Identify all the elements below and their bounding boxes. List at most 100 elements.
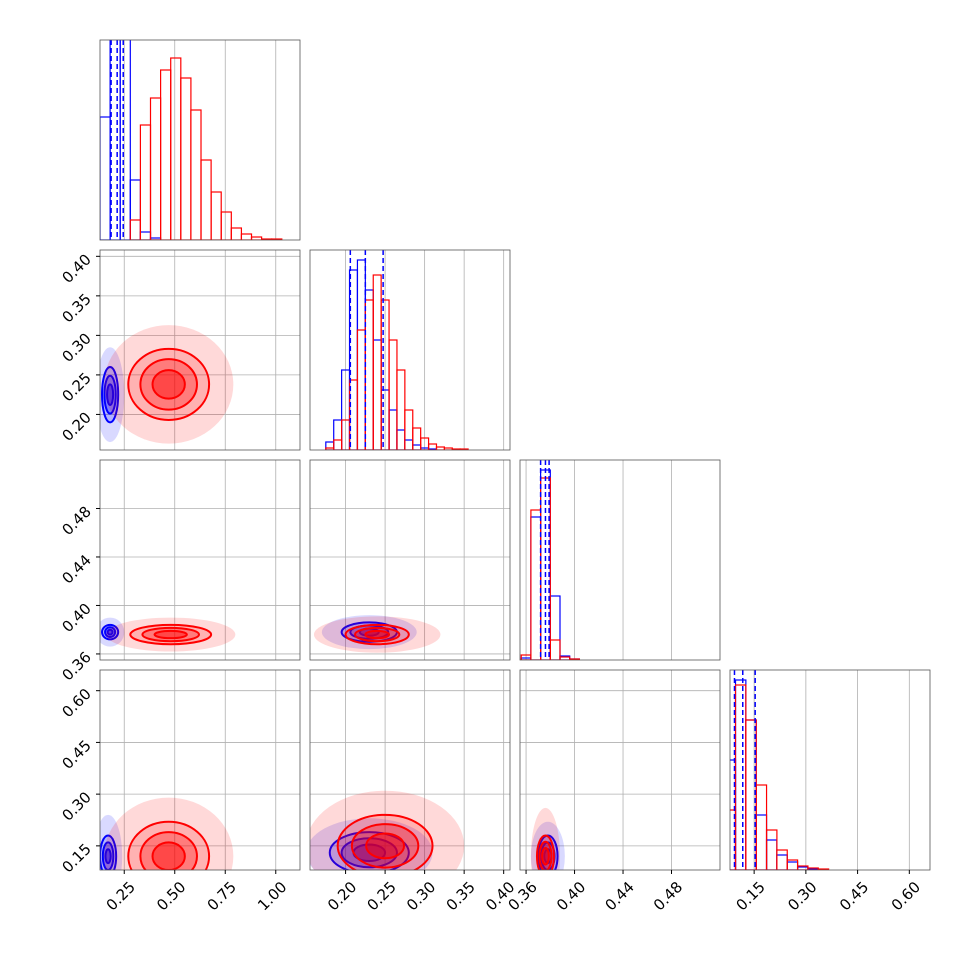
panel-frame [519, 459, 721, 661]
contour [139, 831, 198, 870]
x-tick-label: 0.60 [888, 878, 924, 914]
histogram-bin [786, 861, 799, 870]
histogram-bin [435, 446, 445, 450]
panel-frame [309, 459, 511, 661]
histogram-bin [530, 516, 542, 660]
contour [104, 848, 112, 865]
histogram-bin [364, 299, 374, 450]
pair-panel [100, 670, 300, 870]
y-tick-label: 0.44 [58, 551, 94, 587]
x-tick-label: 0.35 [443, 878, 479, 914]
y-tick-label: 0.40 [58, 250, 94, 286]
scatter-cloud [106, 617, 236, 652]
y-tick-label: 0.30 [58, 788, 94, 824]
x-tick-label: 0.25 [103, 878, 139, 914]
histogram-bin [100, 116, 111, 240]
histogram-bin [129, 179, 142, 240]
histogram-bin [817, 868, 830, 870]
scatter-cloud [104, 797, 234, 870]
panel-frame [99, 249, 301, 451]
x-tick-label: 0.40 [553, 878, 589, 914]
histogram-bin [388, 339, 398, 450]
histogram-bin [396, 369, 406, 450]
histogram-bin [356, 259, 366, 450]
pair-panel [100, 460, 300, 660]
histogram-bin [459, 448, 469, 450]
x-tick-label: 1.00 [254, 878, 290, 914]
histogram-bin [412, 444, 422, 450]
x-tick-label: 0.45 [836, 878, 872, 914]
panel-frame [99, 669, 301, 871]
histogram-bin [333, 419, 343, 450]
pair-panel [100, 250, 300, 450]
scatter-cloud [313, 616, 441, 653]
x-tick-label: 0.15 [733, 878, 769, 914]
panel-frame [309, 249, 511, 451]
x-tick-label: 0.20 [324, 878, 360, 914]
pair-panel [310, 460, 510, 660]
histogram-bin [200, 159, 212, 240]
scatter-cloud [310, 790, 465, 870]
scatter-cloud [104, 325, 234, 444]
contour [541, 846, 550, 866]
contour [106, 628, 114, 636]
histogram-bin [765, 839, 778, 870]
contour [139, 358, 198, 411]
contour [106, 383, 115, 406]
y-tick-label: 0.30 [58, 329, 94, 365]
histogram-bin [755, 784, 768, 870]
histogram-bin [786, 859, 799, 870]
y-tick-label: 0.36 [58, 648, 94, 684]
contour [127, 820, 211, 870]
histogram-bin [765, 829, 778, 870]
histogram-panel [520, 460, 672, 660]
x-tick-label: 0.30 [403, 878, 439, 914]
histogram-bin [530, 509, 542, 660]
histogram-bin [796, 865, 809, 870]
contour [104, 626, 117, 638]
histogram-bin [220, 211, 232, 240]
x-tick-label: 0.75 [204, 878, 240, 914]
panel-frame [519, 669, 721, 871]
x-tick-label: 0.25 [363, 878, 399, 914]
x-tick-label: 0.48 [650, 878, 686, 914]
contour [365, 832, 406, 860]
histogram-bin [404, 439, 414, 450]
histogram-bin [388, 409, 398, 450]
contour [354, 626, 401, 643]
histogram-bin [139, 231, 152, 240]
contour [364, 629, 391, 640]
histogram-bin [333, 439, 343, 450]
panel-frame [99, 459, 301, 661]
histogram-bin [776, 849, 788, 870]
histogram-bin [190, 109, 202, 240]
contour [336, 813, 434, 870]
x-tick-label: 0.50 [153, 878, 189, 914]
histogram-bin [271, 238, 283, 240]
y-tick-label: 0.35 [58, 290, 94, 326]
contour [350, 823, 420, 869]
histogram-bin [210, 191, 222, 240]
contour [153, 629, 188, 640]
y-tick-label: 0.45 [58, 737, 94, 773]
histogram-bin [396, 429, 406, 450]
contour [141, 626, 200, 643]
histogram-bin [230, 227, 243, 240]
histogram-bin [160, 69, 172, 240]
histogram-bin [356, 329, 366, 450]
x-tick-label: 0.30 [784, 878, 820, 914]
y-tick-label: 0.15 [58, 840, 94, 876]
histogram-bin [250, 236, 263, 240]
histogram-bin [559, 656, 571, 660]
y-tick-label: 0.60 [58, 685, 94, 721]
contour [151, 841, 186, 870]
panel-frame [309, 669, 511, 871]
y-tick-label: 0.25 [58, 369, 94, 405]
pair-panel [520, 670, 720, 870]
x-tick-label: 0.44 [601, 878, 637, 914]
histogram-bin [734, 684, 747, 870]
contour [103, 374, 117, 415]
histogram-bin [404, 409, 414, 450]
histogram-bin [734, 679, 747, 870]
